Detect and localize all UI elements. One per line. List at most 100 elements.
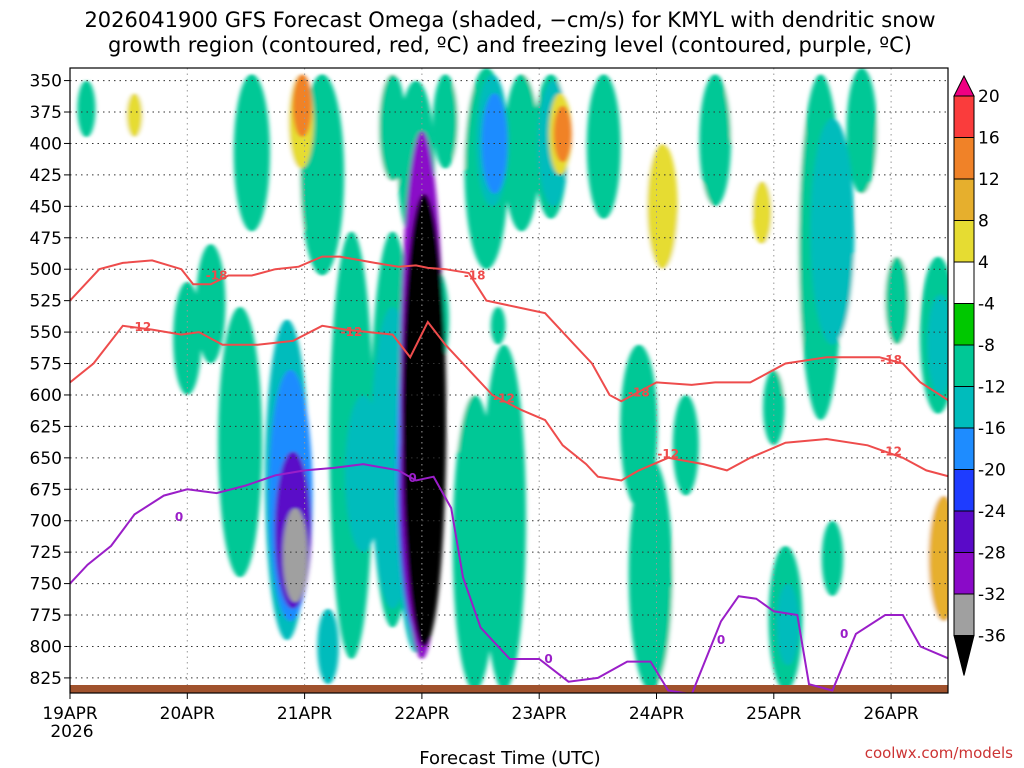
omega-shading [77,68,948,691]
contour-label: -18 [880,353,902,367]
y-tick-label: 700 [30,512,62,532]
chart-title-line-2: growth region (contoured, red, ºC) and f… [108,33,912,57]
omega-blob [77,80,96,138]
colorbar-label: -28 [978,544,1006,564]
contour-label: -12 [341,325,363,339]
colorbar-label: 12 [978,170,1000,190]
omega-blob [317,608,339,685]
credit-text: coolwx.com/models [865,744,1013,762]
omega-blob [545,344,580,490]
freezing-level-contour [70,463,948,693]
colorbar-swatch [953,427,975,470]
y-tick-label: 650 [30,449,62,469]
colorbar-label: -4 [978,295,995,315]
y-tick-label: 400 [30,134,62,154]
omega-blob [885,256,909,345]
colorbar-swatch [953,386,975,429]
omega-blob [699,74,732,207]
colorbar-label: -36 [978,627,1006,647]
y-tick-label: 550 [30,323,62,343]
omega-blob [928,495,948,622]
y-tick-label: 575 [30,355,62,375]
omega-blob [586,74,621,219]
colorbar-arrow-bottom [953,635,975,676]
y-tick-label: 475 [30,229,62,249]
omega-blob [810,118,855,345]
contour-label: 0 [717,633,725,647]
colorbar-label: -32 [978,585,1006,605]
x-year-label: 2026 [50,722,93,742]
plot-frame [69,67,949,694]
x-axis-title: Forecast Time (UTC) [419,748,600,768]
contour-label: 0 [175,510,183,524]
colorbar-label: 4 [978,253,989,273]
omega-blob [490,306,506,345]
chart-title-line-1: 2026041900 GFS Forecast Omega (shaded, −… [84,8,935,32]
contour-label: -12 [493,392,515,406]
omega-blob [233,74,270,232]
x-tick-label: 26APR [863,704,919,724]
omega-blob [763,369,785,446]
contour-lines [70,255,948,693]
colorbar-swatch [953,469,975,512]
y-tick-label: 775 [30,606,62,626]
colorbar: 20 16 12 8 4 -4 -8 -12 -16 -20 -24 -28 -32 -36 [953,74,1006,676]
colorbar-label: -8 [978,336,995,356]
x-tick-label: 25APR [746,704,802,724]
omega-blob [672,394,699,496]
colorbar-swatch [953,95,975,138]
omega-blob [846,457,866,521]
omega-blob [432,74,458,169]
y-tick-label: 800 [30,637,62,657]
colorbar-label: -20 [978,461,1006,481]
colorbar-swatch [953,303,975,346]
colorbar-swatch [953,220,975,263]
omega-blob [482,344,527,691]
colorbar-swatch [953,593,975,636]
omega-blob [553,105,572,163]
omega-blob [282,508,308,603]
y-tick-label: 750 [30,575,62,595]
omega-blob [726,68,751,144]
omega-blob [776,583,800,666]
colorbar-label: -12 [978,378,1006,398]
omega-blob [673,520,698,609]
omega-blob [218,306,263,578]
omega-blob [752,181,772,245]
omega-blob [763,68,808,395]
contour-label: -18 [464,268,486,282]
x-tick-label: 24APR [629,704,685,724]
contour-label: -18 [206,268,228,282]
x-tick-label: 22APR [394,704,450,724]
contour-labels: -18 -18 -18 -18 -12 -12 -12 -12 -12 0 0 0 0 0 [130,268,902,666]
dgz-minus18-contour [70,255,948,403]
colorbar-label: -24 [978,502,1006,522]
omega-blob [592,520,615,597]
omega-blob [821,520,844,597]
y-tick-label: 725 [30,543,62,563]
x-tick-label: 23APR [512,704,568,724]
colorbar-swatch [953,344,975,387]
colorbar-swatch [953,137,975,180]
colorbar-label: 8 [978,212,989,232]
colorbar-swatch [953,261,975,304]
omega-blob [126,93,143,138]
x-tick-label: 19APR [42,704,98,724]
y-tick-label: 500 [30,260,62,280]
contour-label: -18 [628,385,650,399]
contour-label: -12 [130,320,152,334]
grid-lines [70,68,948,693]
contour-label: 0 [408,471,416,485]
x-tick-label: 20APR [160,704,216,724]
y-tick-label: 625 [30,417,62,437]
y-tick-label: 450 [30,197,62,217]
contour-label: 0 [544,652,552,666]
y-tick-label: 425 [30,166,62,186]
x-axis: 19APR 20APR 21APR 22APR 23APR 24APR 25APR 26APR [42,693,919,724]
omega-blob [681,181,715,320]
colorbar-label: -16 [978,419,1006,439]
y-tick-label: 600 [30,386,62,406]
colorbar-label: 20 [978,87,1000,107]
omega-blob [402,193,447,647]
contour-label: 0 [840,627,848,641]
